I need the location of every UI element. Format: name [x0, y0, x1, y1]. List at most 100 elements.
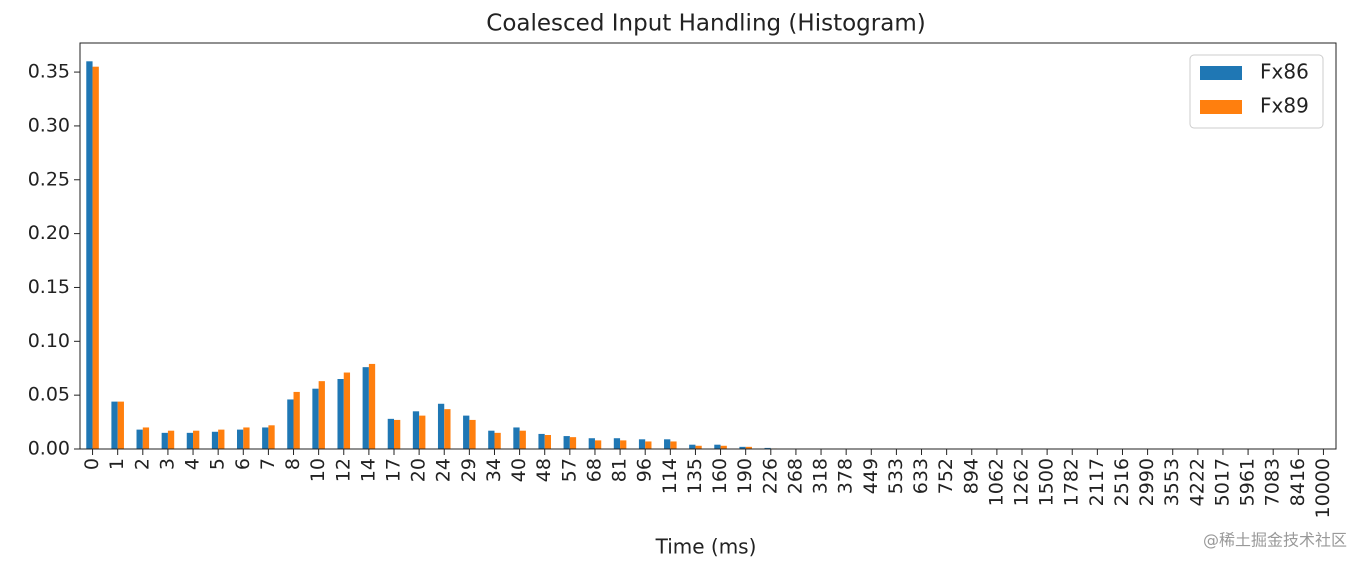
- bar: [437, 403, 445, 449]
- y-tick-label: 0.30: [28, 114, 70, 136]
- x-tick-label: 633: [910, 458, 932, 494]
- bar: [645, 441, 652, 449]
- x-tick-label: 268: [784, 458, 806, 494]
- legend-label: Fx86: [1260, 60, 1309, 84]
- bar: [318, 381, 325, 449]
- x-tick-label: 10: [307, 458, 329, 482]
- bar: [714, 444, 721, 449]
- bar: [161, 432, 168, 449]
- bar: [563, 436, 570, 449]
- x-tick-label: 57: [558, 458, 580, 482]
- y-tick-label: 0.25: [28, 168, 70, 190]
- x-tick-label: 894: [960, 458, 982, 494]
- x-tick-label: 81: [609, 458, 631, 482]
- chart-title: Coalesced Input Handling (Histogram): [486, 11, 925, 37]
- bar: [343, 372, 351, 449]
- x-axis-label: Time (ms): [655, 535, 757, 559]
- legend-label: Fx89: [1260, 94, 1309, 118]
- x-tick-label: 226: [759, 458, 781, 494]
- bar: [262, 427, 269, 449]
- bar: [689, 444, 696, 449]
- x-tick-label: 1500: [1036, 458, 1058, 506]
- bar: [538, 433, 545, 449]
- x-tick-label: 318: [810, 458, 832, 494]
- bar: [394, 419, 401, 449]
- bar: [638, 439, 646, 449]
- bar: [519, 430, 526, 449]
- bar: [312, 388, 319, 449]
- bar: [544, 435, 551, 449]
- x-tick-label: 6: [232, 458, 254, 470]
- x-tick-label: 5961: [1237, 458, 1259, 506]
- legend-swatch: [1200, 100, 1242, 114]
- bar: [664, 439, 671, 449]
- bar: [387, 418, 394, 449]
- x-tick-label: 752: [935, 458, 957, 494]
- x-tick-label: 2117: [1086, 458, 1108, 506]
- x-tick-label: 96: [634, 458, 656, 482]
- bar: [362, 367, 369, 449]
- bar: [488, 430, 495, 449]
- x-tick-label: 29: [458, 458, 480, 482]
- bar: [293, 391, 300, 449]
- y-tick-label: 0.00: [28, 438, 70, 460]
- bar: [186, 432, 194, 449]
- bar: [211, 431, 219, 449]
- bar: [513, 427, 520, 449]
- x-tick-label: 1: [106, 458, 128, 470]
- bar: [243, 427, 250, 449]
- bar: [569, 437, 577, 449]
- watermark: @稀土掘金技术社区: [1203, 531, 1347, 550]
- bar: [287, 399, 294, 449]
- x-tick-label: 10000: [1312, 458, 1334, 518]
- x-tick-label: 17: [383, 458, 405, 482]
- bar: [469, 419, 476, 449]
- x-tick-label: 5: [207, 458, 229, 470]
- bar: [588, 438, 595, 449]
- x-tick-label: 5017: [1211, 458, 1233, 506]
- x-tick-label: 0: [81, 458, 103, 470]
- bar: [218, 429, 225, 449]
- bar: [92, 66, 99, 449]
- y-tick-label: 0.15: [28, 276, 70, 298]
- y-tick-label: 0.05: [28, 384, 70, 406]
- bar: [494, 432, 501, 449]
- bar: [463, 415, 470, 449]
- x-tick-label: 1062: [985, 458, 1007, 506]
- x-tick-label: 14: [357, 458, 379, 482]
- legend-swatch: [1200, 66, 1242, 80]
- x-tick-label: 20: [408, 458, 430, 482]
- x-tick-label: 3: [156, 458, 178, 470]
- bar: [444, 409, 451, 449]
- x-tick-label: 135: [684, 458, 706, 494]
- x-tick-label: 114: [659, 458, 681, 494]
- x-tick-label: 4222: [1186, 458, 1208, 506]
- x-tick-label: 1262: [1011, 458, 1033, 506]
- bar: [620, 440, 627, 449]
- bar: [111, 401, 118, 449]
- plot-frame: [79, 42, 1337, 450]
- x-tick-label: 8416: [1287, 458, 1309, 506]
- x-tick-label: 7: [257, 458, 279, 470]
- bar: [594, 440, 602, 449]
- x-tick-label: 34: [483, 458, 505, 482]
- bar: [337, 379, 344, 449]
- x-tick-label: 48: [533, 458, 555, 482]
- x-tick-label: 533: [885, 458, 907, 494]
- x-tick-label: 190: [734, 458, 756, 494]
- bar: [86, 61, 93, 450]
- x-tick-label: 24: [433, 458, 455, 482]
- bar: [419, 415, 426, 449]
- x-tick-label: 8: [282, 458, 304, 470]
- x-tick-label: 449: [860, 458, 882, 494]
- y-tick-label: 0.20: [28, 222, 70, 244]
- y-tick-label: 0.35: [28, 61, 70, 83]
- x-tick-label: 160: [709, 458, 731, 494]
- y-tick-label: 0.10: [28, 330, 70, 352]
- bar: [136, 429, 143, 449]
- bar: [739, 446, 746, 449]
- bar: [764, 447, 771, 449]
- x-tick-label: 40: [508, 458, 530, 482]
- x-tick-label: 7083: [1262, 458, 1284, 506]
